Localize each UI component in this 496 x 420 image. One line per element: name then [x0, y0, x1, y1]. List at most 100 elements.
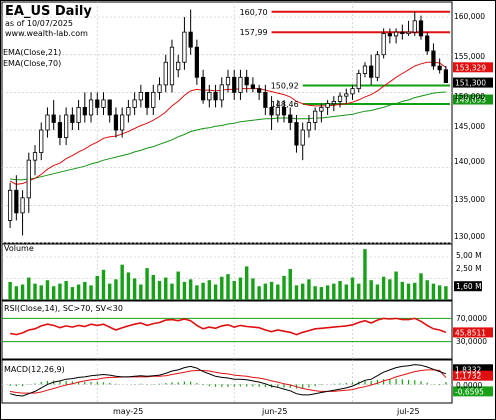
volume-bar: [400, 281, 405, 300]
macd-pane-frame: [1, 359, 453, 404]
rsi-tick-label: 30,0000: [456, 337, 487, 346]
histogram-last-label-bg: [453, 386, 493, 397]
candle-body: [362, 65, 368, 74]
rsi-line: [9, 317, 447, 336]
candle-body: [288, 114, 293, 123]
candle-body: [306, 122, 312, 131]
volume-bar: [83, 281, 87, 300]
candle-body: [176, 61, 181, 71]
volume-bar: [170, 283, 174, 300]
candle-body: [138, 91, 143, 101]
volume-bar: [213, 284, 218, 300]
volume-bar: [444, 286, 448, 300]
candle-body: [300, 129, 305, 146]
volume-bar: [369, 280, 373, 300]
x-tick-label: jun-25: [261, 407, 287, 416]
candle-body: [244, 76, 249, 86]
volume-bar: [413, 282, 417, 300]
volume-bar: [344, 284, 348, 300]
candle-body: [32, 152, 38, 161]
candle-body: [431, 50, 436, 67]
candle-body: [331, 101, 336, 105]
volume-bar: [20, 284, 25, 300]
candle-body: [281, 107, 287, 116]
volume-bar: [319, 287, 324, 300]
signal-last-label-bg: [453, 370, 493, 381]
as-of-date: as of 10/07/2025: [5, 19, 73, 28]
candle-body: [350, 88, 355, 95]
volume-bar: [176, 271, 180, 300]
candle-body: [157, 84, 162, 93]
candle-body: [39, 129, 44, 154]
candle-body: [257, 88, 262, 93]
candle-body: [8, 189, 13, 221]
volume-bar: [33, 283, 37, 300]
volume-tick-label: 2,50 M: [456, 264, 482, 273]
resistance-label: 157,99: [240, 28, 268, 37]
volume-bar: [381, 276, 386, 300]
volume-bar: [238, 277, 243, 300]
x-tick-label: may-25: [113, 407, 143, 416]
ema21-value-label-bg: [453, 62, 493, 73]
candle-body: [344, 93, 349, 97]
volume-bar: [39, 285, 43, 300]
rsi-title: RSI(Close,14), SC>70, SV<30: [4, 304, 123, 313]
volume-bar: [288, 268, 292, 300]
volume-bar: [332, 283, 336, 300]
volume-bar: [27, 277, 31, 300]
price-tick-label: 140,000: [454, 157, 485, 166]
candle-body: [356, 73, 361, 90]
support-label: 148,46: [271, 100, 299, 109]
volume-bar: [313, 286, 317, 300]
candle-body: [26, 159, 31, 199]
candle-body: [219, 84, 224, 101]
volume-bar: [114, 279, 118, 300]
volume-bar: [325, 285, 330, 300]
volume-bar: [431, 283, 436, 300]
macd-last-label-bg: [453, 364, 493, 375]
volume-bar: [132, 278, 137, 300]
volume-bar: [188, 279, 193, 300]
site-url: www.wealth-lab.com: [5, 29, 88, 38]
candle-body: [182, 31, 187, 63]
candle-body: [225, 76, 231, 86]
volume-bar: [95, 275, 99, 300]
candle-body: [76, 107, 81, 123]
candle-body: [381, 33, 386, 56]
volume-tick-label: 5,00 M: [456, 251, 482, 260]
volume-bar: [201, 282, 205, 300]
candle-body: [269, 107, 274, 116]
candle-body: [406, 31, 411, 35]
last-price-label-bg: [453, 77, 493, 88]
volume-bar: [164, 277, 168, 300]
volume-bar: [244, 266, 249, 300]
volume-bar: [89, 285, 93, 300]
volume-bar: [232, 281, 236, 300]
volume-bar: [294, 285, 299, 300]
volume-bar: [226, 274, 230, 300]
volume-last-label: 1,60 M: [456, 282, 482, 291]
candle-body: [319, 107, 324, 112]
volume-bar: [276, 284, 280, 300]
volume-bar: [14, 286, 19, 300]
candle-body: [57, 122, 63, 138]
price-tick-label: 160,000: [454, 12, 485, 21]
volume-bar: [120, 264, 124, 300]
volume-bar: [350, 277, 355, 300]
candle-body: [20, 197, 25, 214]
volume-bar: [51, 286, 56, 300]
candle-body: [369, 65, 374, 78]
rsi-tick-label: 70,0000: [456, 314, 487, 323]
candle-body: [113, 114, 119, 131]
candle-body: [64, 114, 69, 138]
macd-title: MACD(12,26,9): [4, 365, 65, 374]
candle-body: [120, 114, 125, 131]
candle-body: [51, 114, 56, 123]
volume-bar: [108, 283, 112, 300]
candle-body: [194, 46, 199, 78]
macd-last-label: 1,8332: [455, 365, 481, 374]
candle-body: [213, 91, 218, 101]
last-price-label: 151,300: [455, 79, 486, 88]
volume-bar: [282, 275, 286, 300]
